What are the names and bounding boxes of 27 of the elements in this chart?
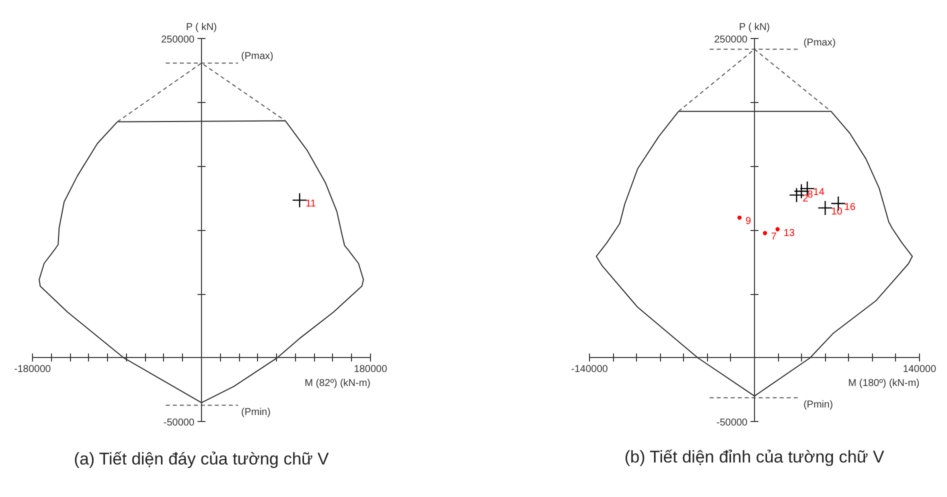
annotation: (Pmax) [803, 37, 836, 48]
annotation: 13 [784, 228, 796, 239]
x-tick-label: -180000 [14, 364, 52, 375]
annotation: 9 [746, 216, 752, 228]
annotation: (Pmin) [241, 407, 271, 418]
x-tick-label: 140000 [902, 364, 937, 375]
annotation: 16 [844, 202, 856, 213]
annotation: (Pmin) [803, 400, 833, 411]
annotation: (Pmax) [241, 51, 274, 62]
y-tick-label: -50000 [163, 417, 195, 428]
y-tick-label: 250000 [161, 34, 195, 46]
annotation: 8 [807, 190, 814, 201]
annotation: 7 [770, 232, 777, 243]
annotation: 10 [831, 206, 843, 218]
y-tick-label: 250000 [714, 34, 748, 46]
annotation: 14 [813, 187, 825, 198]
y-axis-title: P ( kN) [738, 22, 770, 33]
x-tick-label: -140000 [571, 364, 608, 375]
text: (b) Tiết diện đỉnh của tường chữ V [624, 448, 885, 466]
x-axis-title: M (180º) (kN-m) [848, 378, 920, 389]
annotation: 2 [802, 194, 809, 205]
x-axis-title: M (82º) (kN-m) [304, 378, 371, 389]
y-axis-title: P ( kN) [186, 22, 217, 33]
x-tick-label: 180000 [354, 364, 388, 375]
y-tick-label: -50000 [716, 417, 748, 428]
annotation: 11 [306, 198, 316, 210]
text: (a) Tiết diện đáy của tường chữ V [74, 450, 330, 468]
